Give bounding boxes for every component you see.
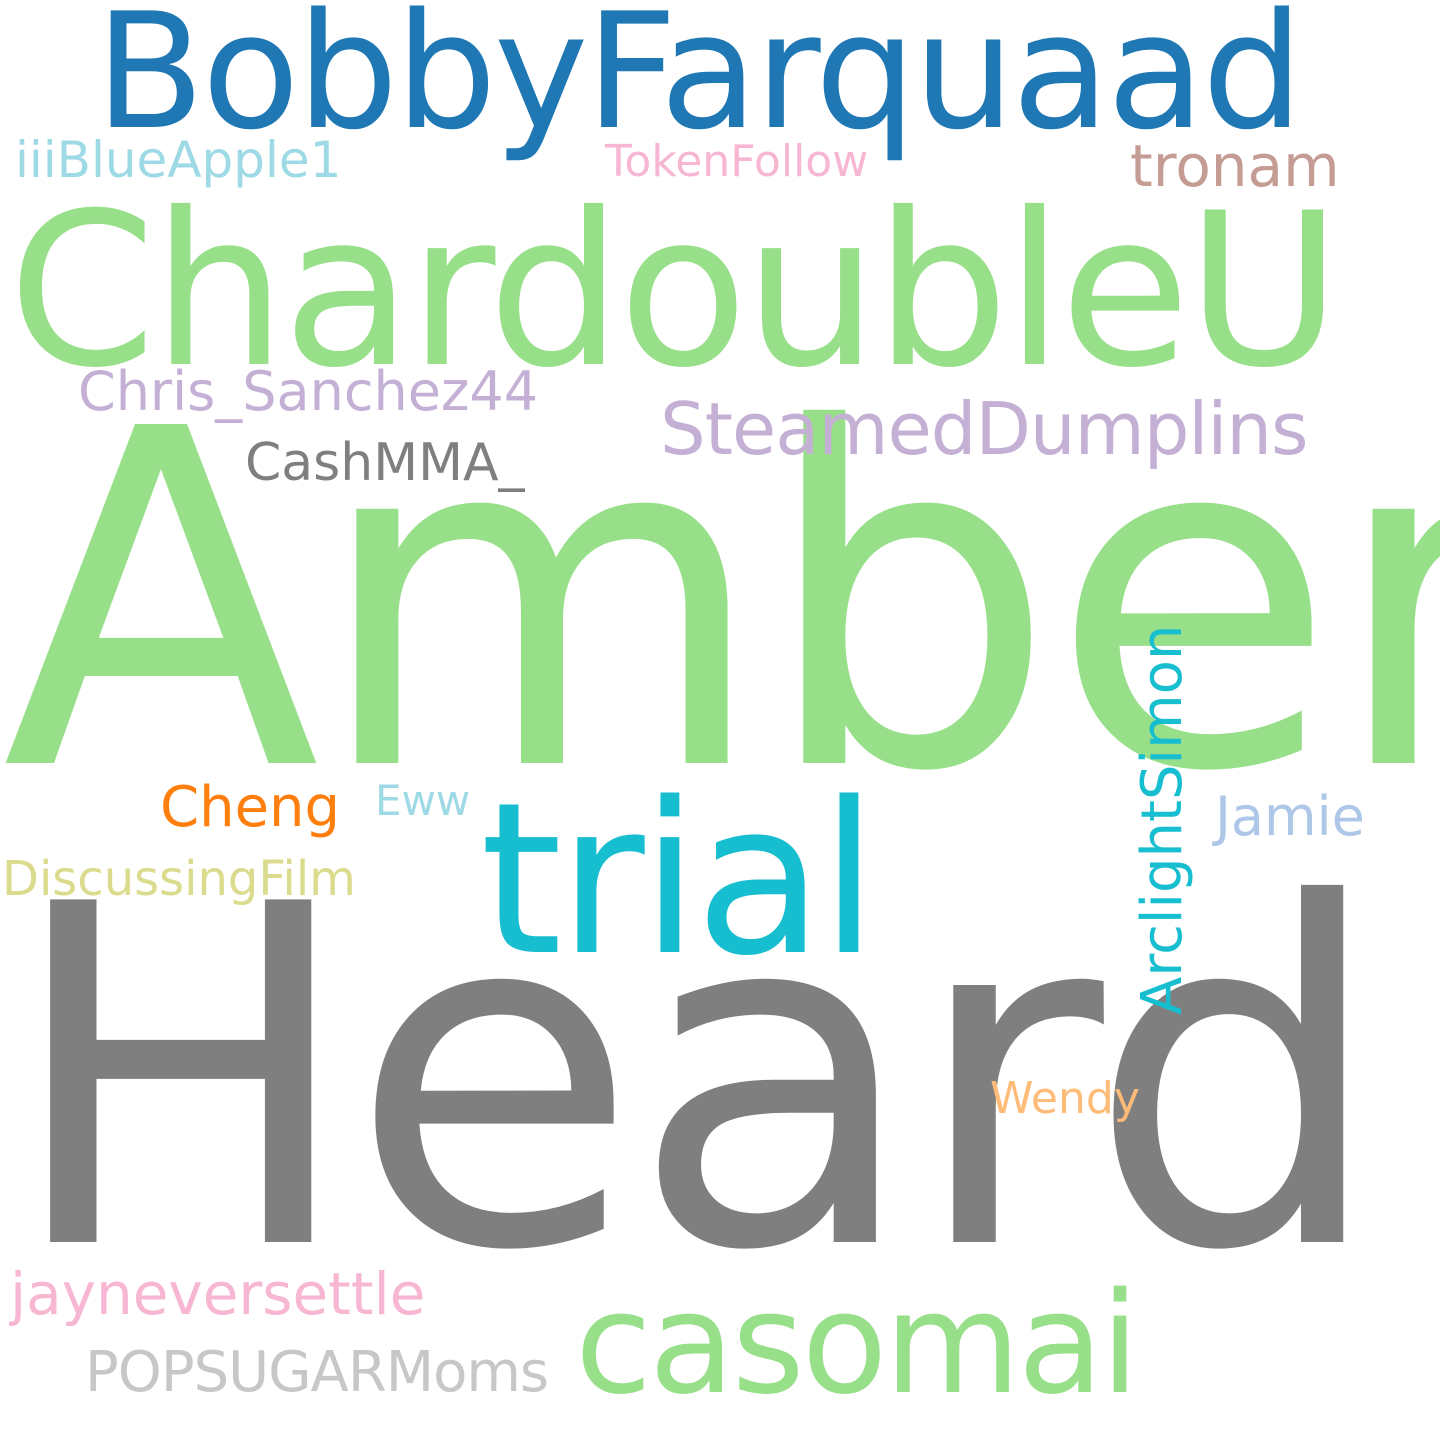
word-casomai: casomai	[575, 1263, 1139, 1426]
word-jamie: Jamie	[1215, 785, 1365, 848]
word-steameddumplins: SteamedDumplins	[660, 387, 1309, 471]
word-chris-sanchez44: Chris_Sanchez44	[78, 360, 539, 423]
word-trial: trial	[480, 757, 878, 1002]
word-cashmma: CashMMA_	[245, 433, 525, 493]
word-chardoubleu: ChardoubleU	[8, 167, 1341, 414]
word-heard: Heard	[4, 806, 1386, 1353]
word-wendy: Wendy	[990, 1073, 1140, 1124]
word-eww: Eww	[375, 776, 471, 825]
word-bobbyfarquaad: BobbyFarquaad	[95, 0, 1303, 165]
word-popsugarmoms: POPSUGARMoms	[85, 1340, 549, 1405]
word-discussingfilm: DiscussingFilm	[2, 851, 356, 907]
word-jayneversettle: jayneversettle	[10, 1260, 426, 1328]
word-tokenfollow: TokenFollow	[605, 136, 869, 187]
word-cheng: Cheng	[160, 775, 341, 840]
word-amber: Amber	[2, 331, 1440, 873]
word-arclightsimon: ArclightSimon	[1130, 624, 1195, 1015]
word-tronam: tronam	[1130, 132, 1340, 200]
word-iiiblueapple1: iiiBlueApple1	[15, 131, 342, 189]
